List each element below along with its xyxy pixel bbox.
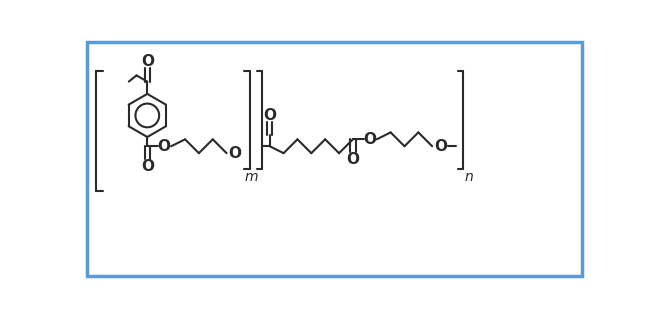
Text: O: O — [434, 139, 447, 154]
Text: O: O — [364, 132, 376, 147]
Text: O: O — [263, 108, 276, 123]
Text: O: O — [141, 159, 154, 174]
Text: O: O — [158, 139, 171, 154]
FancyBboxPatch shape — [87, 42, 582, 276]
Text: O: O — [229, 146, 241, 161]
Text: m: m — [245, 170, 258, 184]
Text: O: O — [141, 54, 154, 69]
Text: O: O — [347, 152, 360, 167]
Text: n: n — [465, 170, 473, 184]
